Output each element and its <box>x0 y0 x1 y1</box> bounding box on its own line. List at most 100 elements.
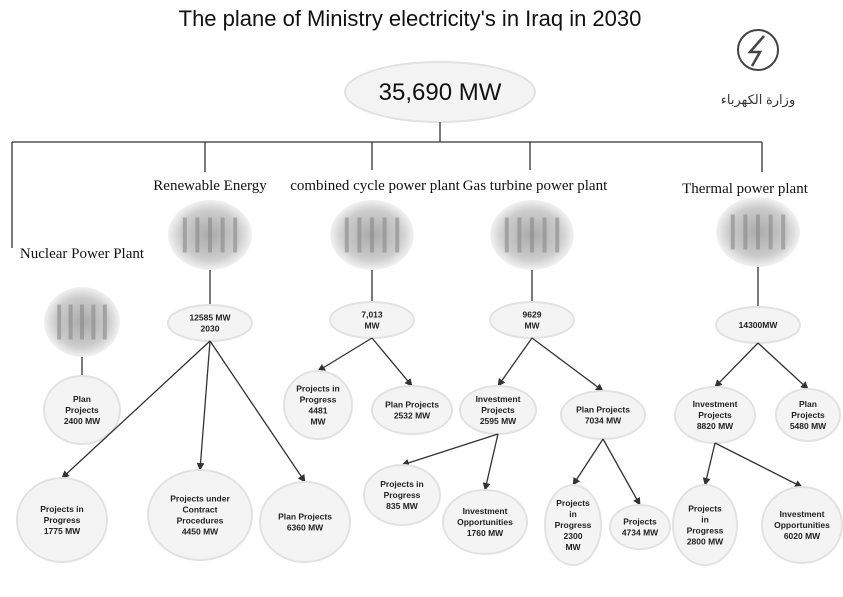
node-label: 4481 <box>309 406 328 416</box>
node-label: in <box>569 509 577 519</box>
node-label: 4734 MW <box>622 528 659 538</box>
node-label: Projects in <box>296 384 339 394</box>
node-label: Projects <box>688 504 722 514</box>
plant-image-detail <box>183 218 187 253</box>
plant-image-detail <box>543 218 547 253</box>
branch-name: Gas turbine power plant <box>463 178 608 194</box>
plant-image-detail <box>517 218 521 253</box>
node-label: Investment <box>693 399 738 409</box>
plant-image-detail <box>769 215 773 250</box>
arrow <box>758 343 808 389</box>
branch-name: Thermal power plant <box>682 181 809 197</box>
plant-image-detail <box>345 218 349 253</box>
node-label: Progress <box>384 490 421 500</box>
node-label: Projects <box>481 405 515 415</box>
node-label: Projects in <box>40 504 83 514</box>
diagram: The plane of Ministry electricity's in I… <box>0 0 843 597</box>
plant-image-detail <box>743 215 747 250</box>
node-label: Progress <box>300 395 337 405</box>
plant-image-detail <box>731 215 735 250</box>
node-label: 14300MW <box>739 320 779 330</box>
node-label: Opportunities <box>774 520 830 530</box>
plant-image-detail <box>505 218 509 253</box>
node-label: Investment <box>780 509 825 519</box>
plant-image-detail <box>756 215 760 250</box>
node-label: 2300 <box>564 531 583 541</box>
node-label: 9629 <box>523 310 542 320</box>
branch-name: combined cycle power plant <box>290 178 460 194</box>
node-label: MW <box>364 321 380 331</box>
node-label: MW <box>310 417 326 427</box>
node-label: Progress <box>555 520 592 530</box>
arrow <box>573 439 603 485</box>
title: The plane of Ministry electricity's in I… <box>179 6 642 31</box>
plant-image-detail <box>195 218 199 253</box>
node-label: Investment <box>476 394 521 404</box>
plant-image-detail <box>103 305 107 340</box>
branch-name: Nuclear Power Plant <box>20 246 145 262</box>
logo-text: وزارة الكهرباء <box>721 92 795 108</box>
node-label: Projects <box>623 517 657 527</box>
plant-image-detail <box>395 218 399 253</box>
plant-image-detail <box>221 218 225 253</box>
node-label: Plan <box>73 394 91 404</box>
node-label: 6020 MW <box>784 531 821 541</box>
node-label: Projects <box>65 405 99 415</box>
node-label: 5480 MW <box>790 421 827 431</box>
node-label: Opportunities <box>457 517 513 527</box>
node-label: Plan Projects <box>385 400 439 410</box>
node-label: in <box>701 515 709 525</box>
node-label: Projects <box>791 410 825 420</box>
node-label: Projects in <box>380 479 423 489</box>
node-label: Projects under <box>170 494 230 504</box>
branch-name: Renewable Energy <box>153 178 267 194</box>
node-label: 7,013 <box>361 310 383 320</box>
node-label: 12585 MW <box>189 313 231 323</box>
node-label: MW <box>565 542 581 552</box>
node-label: 4450 MW <box>182 527 219 537</box>
plant-image-detail <box>555 218 559 253</box>
arrow <box>603 439 640 505</box>
arrow <box>532 338 603 391</box>
plant-image-detail <box>57 305 61 340</box>
node-label: Progress <box>44 515 81 525</box>
root-total: 35,690 MW <box>379 79 502 106</box>
arrow <box>200 341 210 470</box>
node-label: 7034 MW <box>585 416 622 426</box>
node-label: 6360 MW <box>287 523 324 533</box>
plant-image-detail <box>370 218 374 253</box>
logo: وزارة الكهرباء <box>721 30 795 108</box>
node-label: MW <box>524 321 540 331</box>
arrow <box>715 343 758 387</box>
plant-image-detail <box>530 218 534 253</box>
node-label: Plan Projects <box>576 405 630 415</box>
node-label: 2800 MW <box>687 537 724 547</box>
node-label: Investment <box>463 506 508 516</box>
node-label: Plan <box>799 399 817 409</box>
plant-image-detail <box>80 305 84 340</box>
arrow <box>402 434 498 465</box>
node-label: 1760 MW <box>467 528 504 538</box>
node-label: 2595 MW <box>480 416 517 426</box>
node-label: 8820 MW <box>697 421 734 431</box>
plant-image-detail <box>383 218 387 253</box>
plant-image-detail <box>233 218 237 253</box>
node-label: 2532 MW <box>394 411 431 421</box>
arrow <box>485 434 498 490</box>
node-label: Projects <box>556 498 590 508</box>
arrow <box>498 338 532 386</box>
node-label: 2400 MW <box>64 416 101 426</box>
node-label: Projects <box>698 410 732 420</box>
arrow <box>715 443 802 487</box>
plant-image-detail <box>91 305 95 340</box>
arrow <box>372 338 412 386</box>
node-label: Contract <box>183 505 218 515</box>
arrow <box>705 443 715 485</box>
plant-image-detail <box>357 218 361 253</box>
node-label: Plan Projects <box>278 512 332 522</box>
node-label: 835 MW <box>386 501 419 511</box>
plant-image-detail <box>781 215 785 250</box>
node-label: 2030 <box>201 324 220 334</box>
node-label: 1775 MW <box>44 526 81 536</box>
node-label: Progress <box>687 526 724 536</box>
